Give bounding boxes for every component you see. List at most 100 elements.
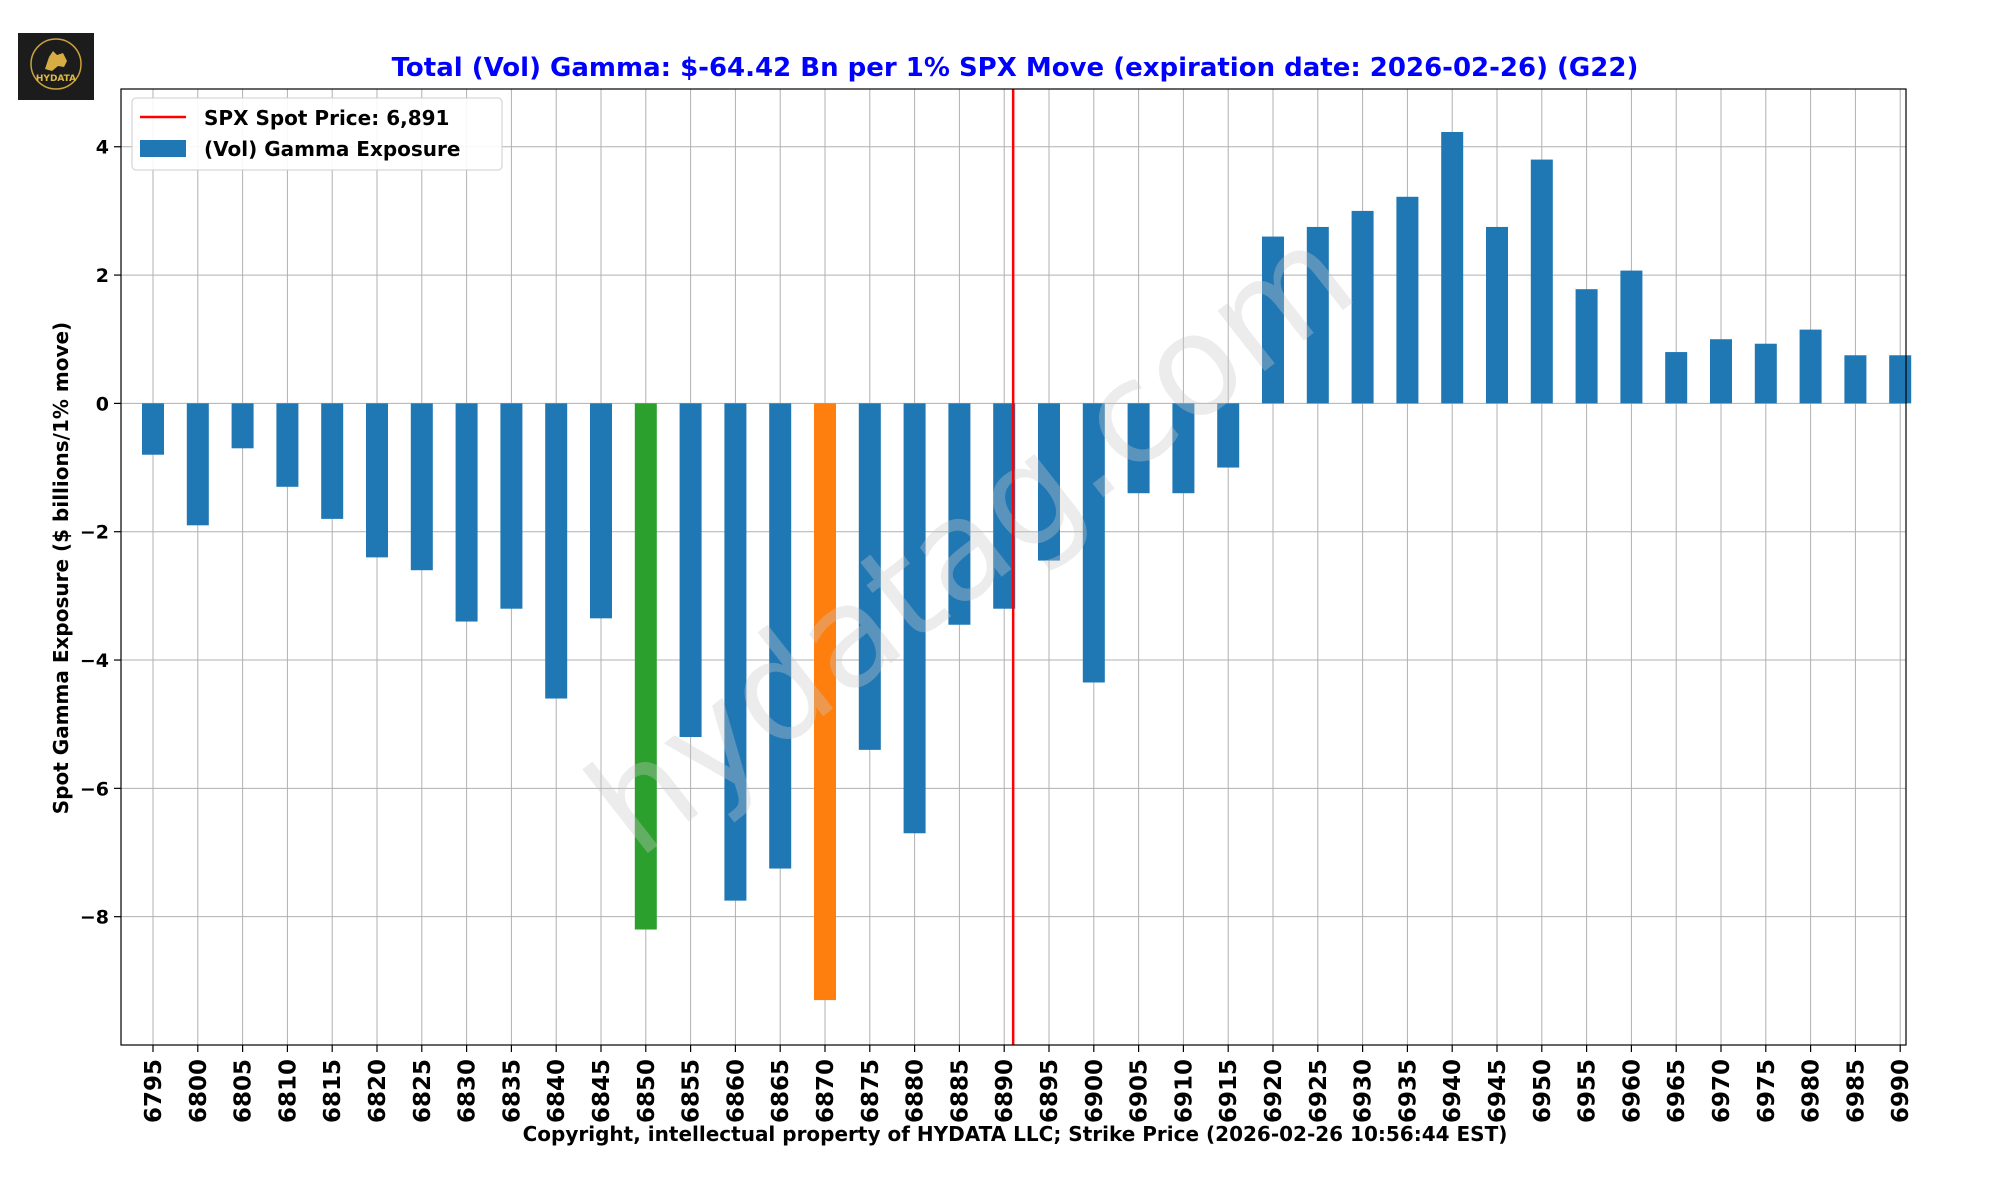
legend-gamma-label: (Vol) Gamma Exposure	[204, 137, 460, 161]
legend-gamma-swatch	[140, 140, 186, 157]
bar-6850	[634, 403, 657, 930]
x-tick-label: 6965	[1664, 1059, 1690, 1123]
y-tick-label: −6	[80, 778, 109, 800]
bar-6990	[1889, 355, 1912, 404]
plot-frame	[120, 88, 1907, 1046]
bar-6920	[1262, 236, 1284, 404]
legend: SPX Spot Price: 6,891 (Vol) Gamma Exposu…	[131, 97, 503, 171]
bar-6815	[321, 403, 344, 519]
x-tick-label: 6800	[186, 1059, 212, 1123]
x-tick-label: 6830	[455, 1059, 481, 1123]
y-tick-label: −4	[80, 650, 109, 672]
bar-6945	[1486, 226, 1508, 404]
x-tick-label: 6975	[1754, 1059, 1780, 1123]
x-tick-label: 6845	[589, 1059, 615, 1123]
x-tick-label: 6835	[499, 1059, 525, 1123]
x-tick-label: 6895	[1037, 1059, 1063, 1123]
bar-6865	[769, 403, 792, 869]
bar-6885	[948, 403, 971, 625]
x-tick-label: 6910	[1171, 1059, 1197, 1123]
y-tick-label: −8	[80, 907, 109, 929]
bar-6855	[679, 403, 702, 738]
x-tick-label: 6985	[1843, 1059, 1869, 1123]
x-tick-label: 6820	[365, 1059, 391, 1123]
y-tick-label: 4	[96, 137, 109, 159]
x-tick-label: 6865	[768, 1059, 794, 1123]
x-tick-label: 6955	[1575, 1059, 1601, 1123]
x-tick-label: 6885	[947, 1059, 973, 1123]
x-axis-ticks: 6795 6800 6805 6810 6815 6820 6825 6830 6835 6840…	[141, 1045, 1914, 1123]
x-axis-label: Copyright, intellectual property of HYDA…	[523, 1122, 1508, 1146]
bar-6915	[1217, 403, 1240, 468]
bar-6880	[903, 403, 926, 834]
x-tick-label: 6960	[1619, 1059, 1645, 1123]
bar-6950	[1530, 159, 1553, 404]
bar-6960	[1620, 270, 1643, 404]
bar-6840	[545, 403, 568, 699]
x-tick-label: 6880	[903, 1059, 929, 1123]
x-tick-label: 6950	[1530, 1059, 1556, 1123]
bar-6870	[814, 403, 836, 1001]
bar-6910	[1172, 403, 1195, 494]
bar-6980	[1799, 329, 1822, 404]
bar-6895	[1038, 403, 1060, 561]
bar-6900	[1082, 403, 1105, 683]
bar-6875	[858, 403, 881, 750]
bar-6800	[186, 403, 209, 526]
x-tick-label: 6815	[320, 1059, 346, 1123]
bar-6830	[455, 403, 478, 622]
bar-6820	[366, 403, 388, 558]
bar-6810	[276, 403, 299, 487]
bar-6955	[1575, 289, 1598, 404]
x-tick-label: 6970	[1709, 1059, 1735, 1123]
bar-6965	[1665, 352, 1688, 404]
y-tick-label: 2	[96, 265, 109, 287]
logo-text: HYDATA	[35, 74, 77, 84]
x-tick-label: 6870	[813, 1059, 839, 1123]
bar-6835	[500, 403, 523, 609]
bar-6925	[1306, 226, 1329, 404]
x-tick-label: 6940	[1440, 1059, 1466, 1123]
x-tick-label: 6915	[1216, 1059, 1242, 1123]
x-tick-label: 6875	[858, 1059, 884, 1123]
bar-6805	[231, 403, 254, 449]
x-tick-label: 6980	[1799, 1059, 1825, 1123]
x-tick-label: 6935	[1395, 1059, 1421, 1123]
bar-6845	[590, 403, 612, 619]
chart-title: Total (Vol) Gamma: $-64.42 Bn per 1% SPX…	[392, 53, 1639, 83]
x-tick-label: 6945	[1485, 1059, 1511, 1123]
legend-spot-label: SPX Spot Price: 6,891	[204, 106, 449, 130]
y-tick-label: −2	[80, 522, 109, 544]
y-tick-label: 0	[96, 393, 109, 415]
bar-6795	[142, 403, 164, 455]
x-tick-label: 6930	[1351, 1059, 1377, 1123]
bar-6905	[1127, 403, 1150, 494]
x-tick-label: 6795	[141, 1059, 167, 1123]
x-tick-label: 6850	[634, 1059, 660, 1123]
bars-layer	[142, 131, 1912, 1001]
x-tick-label: 6810	[275, 1059, 301, 1123]
x-tick-label: 6805	[231, 1059, 257, 1123]
bar-6825	[410, 403, 433, 571]
y-axis-ticks: 4 2 0 −2 −4 −6 −8	[80, 137, 121, 929]
x-tick-label: 6890	[992, 1059, 1018, 1123]
x-tick-label: 6920	[1261, 1059, 1287, 1123]
bar-6970	[1710, 339, 1732, 404]
bar-6940	[1441, 131, 1464, 404]
x-tick-label: 6855	[679, 1059, 705, 1123]
x-tick-label: 6905	[1127, 1059, 1153, 1123]
x-tick-label: 6990	[1888, 1059, 1914, 1123]
x-tick-label: 6860	[723, 1059, 749, 1123]
y-axis-label: Spot Gamma Exposure ($ billions/1% move)	[49, 322, 73, 814]
x-tick-label: 6840	[544, 1059, 570, 1123]
x-tick-label: 6925	[1306, 1059, 1332, 1123]
x-tick-label: 6825	[410, 1059, 436, 1123]
legend-box	[131, 97, 503, 171]
x-tick-label: 6900	[1082, 1059, 1108, 1123]
bar-6930	[1351, 210, 1374, 404]
wolf-emblem-icon	[30, 38, 82, 90]
bar-6985	[1844, 355, 1867, 404]
bar-6975	[1754, 343, 1777, 404]
bar-6935	[1396, 196, 1419, 404]
